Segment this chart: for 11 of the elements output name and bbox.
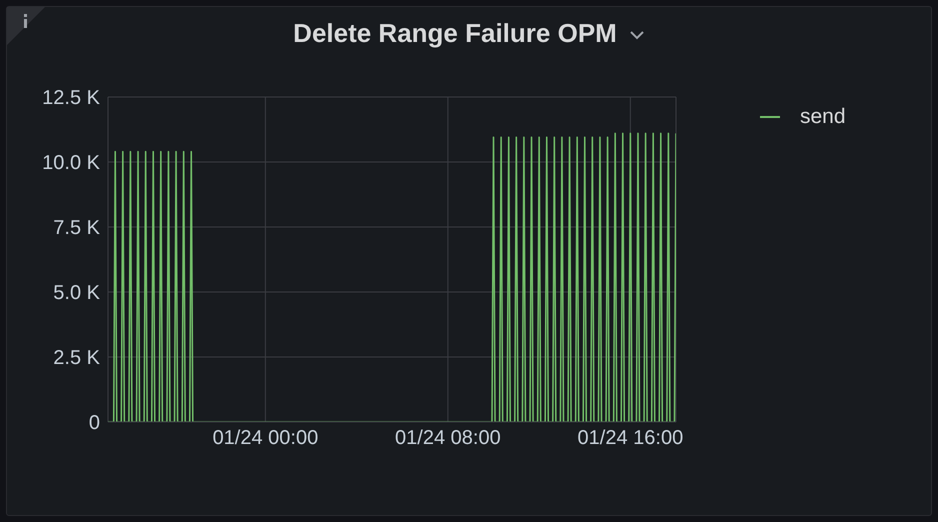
y-tick-label: 10.0 K bbox=[42, 152, 101, 174]
y-tick-label: 7.5 K bbox=[53, 217, 101, 240]
x-tick-label: 01/24 08:00 bbox=[395, 427, 501, 450]
x-tick-label: 01/24 00:00 bbox=[212, 427, 318, 450]
y-tick-label: 2.5 K bbox=[53, 347, 101, 370]
chart-title: Delete Range Failure OPM bbox=[293, 18, 617, 48]
legend-label: send bbox=[800, 105, 846, 129]
y-tick-label: 5.0 K bbox=[53, 282, 101, 304]
y-tick-label: 12.5 K bbox=[42, 87, 101, 110]
x-tick-label: 01/24 16:00 bbox=[578, 427, 684, 450]
y-tick-label: 0 bbox=[88, 412, 100, 434]
